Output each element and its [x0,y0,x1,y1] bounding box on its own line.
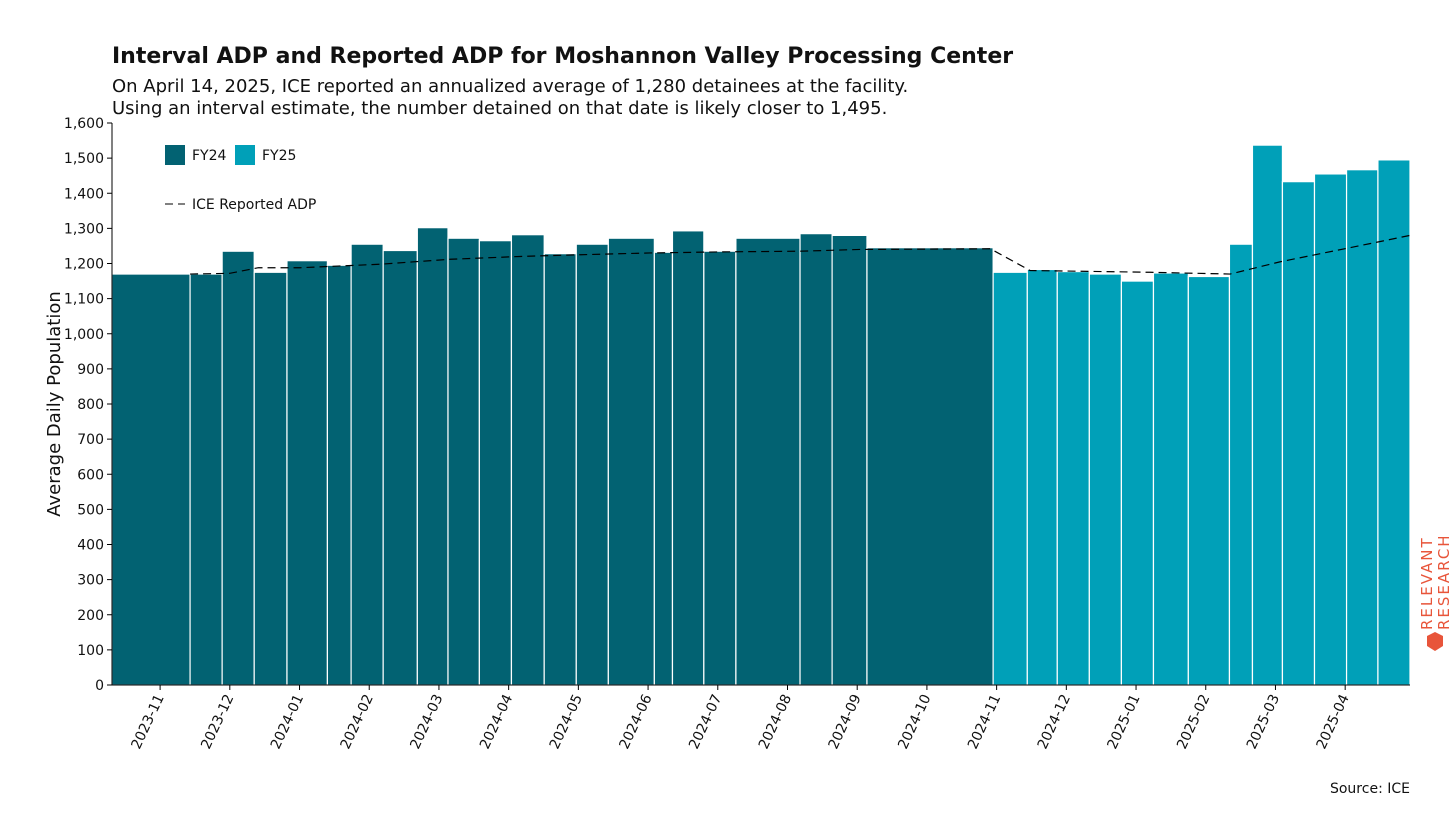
y-tick-label: 800 [77,397,104,413]
bar [607,237,655,686]
y-tick-label: 1,400 [64,186,104,202]
subtitle: On April 14, 2025, ICE reported an annua… [112,76,908,97]
bar [653,251,674,686]
bar [1251,144,1284,686]
bar [510,234,545,686]
bar [799,233,833,686]
bar [1313,173,1348,686]
y-tick-label: 1,100 [64,292,104,308]
x-tick-label: 2024-06 [616,692,655,752]
y-tick-label: 600 [77,467,104,483]
y-tick-label: 900 [77,362,104,378]
y-tick-label: 0 [95,678,104,694]
x-tick-label: 2025-04 [1314,692,1353,752]
legend-label: ICE Reported ADP [192,197,316,213]
bar [382,249,418,686]
x-tick-label: 2024-12 [1035,692,1074,752]
x-tick-label: 2025-03 [1244,692,1283,752]
x-tick-label: 2024-11 [965,692,1004,752]
x-tick-label: 2025-01 [1104,692,1143,752]
y-tick-label: 500 [77,502,104,518]
subtitle: Using an interval estimate, the number d… [112,98,887,119]
y-tick-label: 200 [77,608,104,624]
legend-swatch [235,145,255,165]
legend-swatch [165,145,185,165]
legend-label: FY24 [192,148,227,164]
bar [831,234,868,686]
y-tick-label: 100 [77,643,104,659]
bar [1026,268,1058,686]
bar [671,230,705,686]
bar [1088,273,1123,686]
bar [1056,270,1090,686]
y-tick-label: 400 [77,538,104,554]
y-tick-label: 1,500 [64,151,104,167]
bar [326,264,352,686]
bar [1377,159,1411,686]
x-tick-label: 2024-05 [547,692,586,752]
bar [221,250,255,686]
x-tick-label: 2023-11 [129,692,168,752]
bar [1228,243,1254,686]
bar [735,237,801,686]
bar [286,260,329,686]
bar [189,273,223,686]
y-tick-label: 1,200 [64,257,104,273]
y-tick-label: 300 [77,573,104,589]
bar [703,250,737,686]
bar [1187,275,1231,686]
x-tick-label: 2024-02 [338,692,377,752]
watermark: RELEVANT [1418,536,1436,630]
x-tick-label: 2024-08 [756,692,795,752]
bar [111,273,191,686]
x-tick-label: 2024-04 [477,692,516,752]
bar [543,253,577,686]
bar [866,247,994,686]
bar [1152,272,1189,686]
x-tick-label: 2023-12 [198,692,237,752]
chart-title: Interval ADP and Reported ADP for Moshan… [112,44,1013,69]
y-tick-label: 700 [77,432,104,448]
bar [1120,280,1155,686]
bar [992,271,1028,686]
x-tick-label: 2025-02 [1174,692,1213,752]
bar [447,237,480,686]
bar [253,271,288,686]
x-tick-label: 2024-03 [407,692,446,752]
y-axis-label: Average Daily Population [44,291,65,516]
y-tick-label: 1,600 [64,116,104,132]
x-tick-label: 2024-07 [686,692,725,752]
x-tick-label: 2024-01 [268,692,307,752]
x-tick-label: 2024-09 [826,692,865,752]
watermark: RESEARCH [1435,533,1453,630]
y-tick-label: 1,000 [64,327,104,343]
bar [1281,181,1316,686]
source: Source: ICE [1330,781,1410,797]
legend-label: FY25 [262,148,296,164]
bar [575,243,609,686]
bar [350,243,384,686]
bar [1345,169,1379,686]
logo [1427,632,1443,651]
y-tick-label: 1,300 [64,221,104,237]
bar [478,240,513,686]
bar [416,227,449,686]
x-tick-label: 2024-10 [895,692,934,752]
reported-line [190,234,1411,275]
